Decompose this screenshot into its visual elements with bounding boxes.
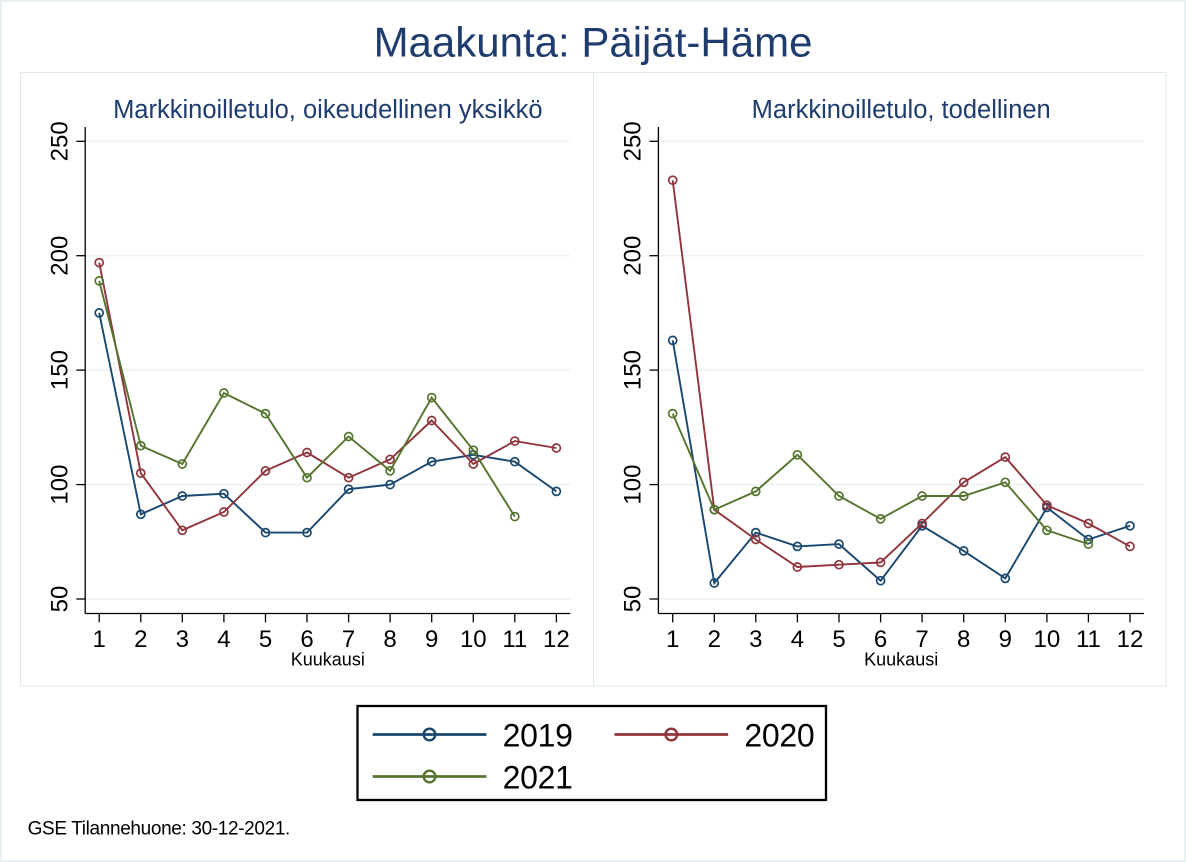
svg-text:10: 10	[460, 626, 487, 653]
svg-text:4: 4	[791, 626, 804, 653]
svg-text:10: 10	[1034, 626, 1061, 653]
svg-text:200: 200	[620, 236, 647, 276]
svg-text:100: 100	[620, 465, 647, 505]
svg-text:2021: 2021	[503, 760, 573, 796]
svg-text:GSE Tilannehuone: 30-12-2021.: GSE Tilannehuone: 30-12-2021.	[28, 819, 290, 840]
svg-text:12: 12	[1117, 626, 1144, 653]
svg-text:4: 4	[217, 626, 230, 653]
svg-text:6: 6	[874, 626, 887, 653]
svg-text:2: 2	[134, 626, 147, 653]
svg-text:5: 5	[832, 626, 845, 653]
svg-text:Kuukausi: Kuukausi	[864, 649, 938, 669]
svg-text:Markkinoilletulo, todellinen: Markkinoilletulo, todellinen	[752, 96, 1051, 124]
svg-text:6: 6	[300, 626, 313, 653]
svg-text:50: 50	[620, 586, 647, 613]
svg-text:250: 250	[620, 121, 647, 161]
svg-text:Maakunta: Päijät-Häme: Maakunta: Päijät-Häme	[374, 19, 813, 66]
svg-text:50: 50	[46, 586, 73, 613]
svg-text:11: 11	[1076, 626, 1101, 653]
svg-text:5: 5	[259, 626, 272, 653]
svg-text:Markkinoilletulo, oikeudelline: Markkinoilletulo, oikeudellinen yksikkö	[113, 96, 542, 124]
svg-text:12: 12	[543, 626, 570, 653]
svg-text:250: 250	[46, 121, 73, 161]
svg-text:150: 150	[46, 350, 73, 390]
svg-text:150: 150	[620, 350, 647, 390]
svg-text:200: 200	[46, 236, 73, 276]
svg-text:8: 8	[383, 626, 396, 653]
svg-text:3: 3	[749, 626, 762, 653]
svg-text:Kuukausi: Kuukausi	[291, 649, 365, 669]
svg-text:11: 11	[502, 626, 527, 653]
svg-text:9: 9	[999, 626, 1012, 653]
svg-text:100: 100	[46, 465, 73, 505]
svg-text:8: 8	[957, 626, 970, 653]
svg-text:2020: 2020	[744, 718, 814, 754]
svg-text:2: 2	[708, 626, 721, 653]
svg-text:1: 1	[93, 626, 106, 653]
svg-text:3: 3	[176, 626, 189, 653]
svg-text:2019: 2019	[503, 718, 573, 754]
svg-text:7: 7	[915, 626, 928, 653]
svg-text:1: 1	[666, 626, 679, 653]
svg-text:9: 9	[425, 626, 438, 653]
svg-text:7: 7	[342, 626, 355, 653]
